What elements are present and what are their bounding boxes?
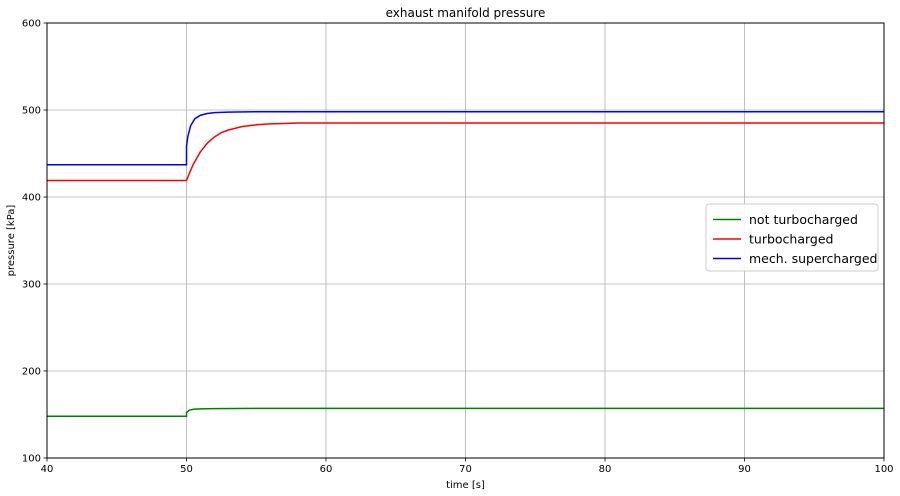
legend: not turbocharged turbocharged mech. superc… — [705, 203, 879, 272]
y-tick-label: 600 — [22, 19, 41, 30]
x-tick-label: 50 — [180, 464, 193, 475]
legend-label: turbocharged — [749, 232, 833, 247]
y-tick-label: 400 — [22, 193, 41, 204]
x-tick-label: 70 — [459, 464, 472, 475]
y-tick-label: 300 — [22, 280, 41, 291]
series-line-3 — [47, 110, 884, 166]
chart-title: exhaust manifold pressure — [386, 6, 546, 20]
x-tick-label: 90 — [738, 464, 751, 475]
x-axis-label: time [s] — [446, 480, 485, 491]
y-tick-label: 200 — [22, 367, 41, 378]
y-tick-label: 500 — [22, 106, 41, 117]
legend-box — [705, 203, 879, 272]
series-line-2 — [47, 122, 884, 182]
tick-layer: 40 50 60 70 80 90 100 100 200 300 400 500 600 — [22, 19, 894, 476]
y-axis-label: pressure [kPa] — [6, 205, 17, 277]
legend-label: not turbocharged — [749, 212, 858, 227]
x-tick-label: 60 — [320, 464, 333, 475]
y-tick-label: 100 — [22, 454, 41, 465]
grid-layer — [47, 23, 884, 458]
x-tick-label: 100 — [874, 464, 893, 475]
x-tick-label: 40 — [41, 464, 54, 475]
x-tick-label: 80 — [599, 464, 612, 475]
series-line-1 — [47, 407, 884, 417]
legend-label: mech. supercharged — [749, 251, 877, 266]
series-layer — [47, 110, 884, 417]
